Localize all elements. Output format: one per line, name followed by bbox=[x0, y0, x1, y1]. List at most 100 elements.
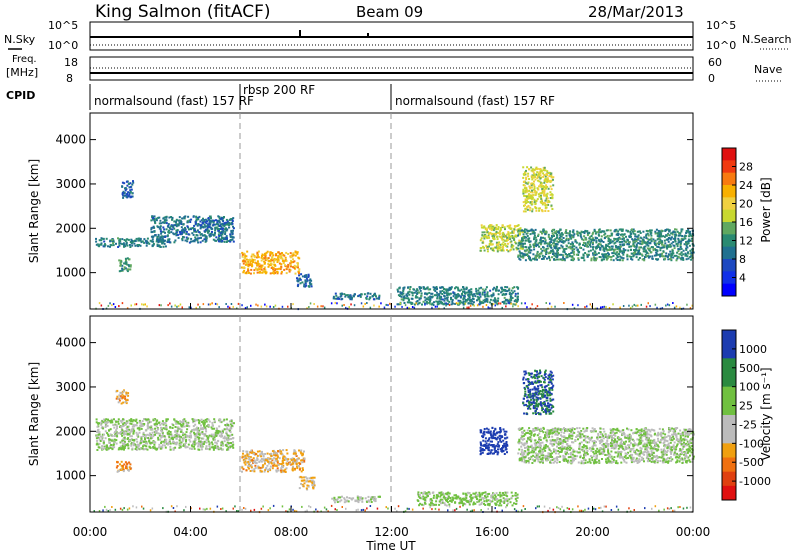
data-cell bbox=[293, 260, 295, 262]
data-cell bbox=[412, 292, 414, 294]
data-cell bbox=[676, 305, 678, 307]
data-cell bbox=[277, 271, 279, 273]
data-cell bbox=[263, 455, 265, 457]
data-cell bbox=[131, 189, 133, 191]
data-cell bbox=[543, 169, 545, 171]
data-cell bbox=[535, 239, 537, 241]
data-cell bbox=[263, 458, 265, 460]
data-cell bbox=[482, 242, 484, 244]
data-cell bbox=[274, 465, 276, 467]
data-cell bbox=[210, 217, 212, 219]
data-cell bbox=[547, 243, 549, 245]
data-cell bbox=[169, 446, 171, 448]
data-cell bbox=[543, 257, 545, 259]
data-cell bbox=[230, 218, 232, 220]
data-cell bbox=[116, 398, 118, 400]
data-cell bbox=[205, 442, 207, 444]
data-cell bbox=[556, 248, 558, 250]
data-cell bbox=[439, 287, 441, 289]
data-cell bbox=[168, 436, 170, 438]
data-cell bbox=[298, 274, 300, 276]
data-cell bbox=[194, 448, 196, 450]
data-cell bbox=[429, 288, 431, 290]
data-cell bbox=[310, 284, 312, 286]
data-cell bbox=[570, 252, 572, 254]
data-cell bbox=[130, 186, 132, 188]
data-cell bbox=[577, 234, 579, 236]
data-cell bbox=[524, 243, 526, 245]
data-cell bbox=[651, 229, 653, 231]
data-cell bbox=[583, 259, 585, 261]
data-cell bbox=[151, 428, 153, 430]
data-cell bbox=[444, 298, 446, 300]
data-cell bbox=[296, 467, 298, 469]
data-cell bbox=[519, 234, 521, 236]
data-cell bbox=[588, 250, 590, 252]
data-cell bbox=[233, 422, 235, 424]
data-cell bbox=[538, 210, 540, 212]
data-cell bbox=[463, 287, 465, 289]
data-cell bbox=[217, 440, 219, 442]
data-cell bbox=[572, 259, 574, 261]
data-cell bbox=[151, 231, 153, 233]
data-cell bbox=[227, 439, 229, 441]
data-cell bbox=[273, 457, 275, 459]
data-cell bbox=[168, 217, 170, 219]
data-cell bbox=[590, 250, 592, 252]
data-cell bbox=[458, 303, 460, 305]
data-cell bbox=[280, 467, 282, 469]
data-cell bbox=[552, 253, 554, 255]
data-cell bbox=[198, 231, 200, 233]
data-cell bbox=[302, 467, 304, 469]
data-cell bbox=[216, 427, 218, 429]
data-cell bbox=[226, 418, 228, 420]
data-cell bbox=[415, 297, 417, 299]
data-cell bbox=[117, 432, 119, 434]
data-cell bbox=[437, 306, 439, 308]
data-cell bbox=[220, 218, 222, 220]
data-cell bbox=[522, 255, 524, 257]
data-cell bbox=[656, 229, 658, 231]
data-cell bbox=[262, 466, 264, 468]
data-cell bbox=[538, 208, 540, 210]
data-cell bbox=[637, 231, 639, 233]
data-cell bbox=[157, 226, 159, 228]
data-cell bbox=[496, 231, 498, 233]
data-cell bbox=[295, 255, 297, 257]
data-cell bbox=[525, 202, 527, 204]
data-cell bbox=[540, 170, 542, 172]
data-cell bbox=[146, 305, 148, 307]
data-cell bbox=[667, 245, 669, 247]
data-cell bbox=[474, 295, 476, 297]
data-cell bbox=[227, 434, 229, 436]
data-cell bbox=[416, 293, 418, 295]
data-cell bbox=[118, 423, 120, 425]
colorbar-cell bbox=[722, 259, 736, 272]
data-cell bbox=[577, 304, 579, 306]
data-cell bbox=[196, 234, 198, 236]
data-cell bbox=[487, 231, 489, 233]
data-cell bbox=[466, 287, 468, 289]
data-cell bbox=[424, 304, 426, 306]
data-cell bbox=[107, 421, 109, 423]
data-cell bbox=[179, 438, 181, 440]
data-cell bbox=[401, 298, 403, 300]
data-cell bbox=[633, 252, 635, 254]
data-cell bbox=[204, 423, 206, 425]
data-cell bbox=[504, 286, 506, 288]
data-cell bbox=[562, 254, 564, 256]
data-cell bbox=[324, 307, 326, 309]
data-cell bbox=[139, 422, 141, 424]
data-cell bbox=[232, 217, 234, 219]
data-cell bbox=[228, 224, 230, 226]
data-cell bbox=[335, 295, 337, 297]
data-cell bbox=[193, 234, 195, 236]
data-cell bbox=[647, 233, 649, 235]
data-cell bbox=[525, 240, 527, 242]
data-cell bbox=[164, 444, 166, 446]
data-cell bbox=[599, 256, 601, 258]
data-cell bbox=[262, 464, 264, 466]
data-cell bbox=[477, 304, 479, 306]
data-cell bbox=[548, 188, 550, 190]
